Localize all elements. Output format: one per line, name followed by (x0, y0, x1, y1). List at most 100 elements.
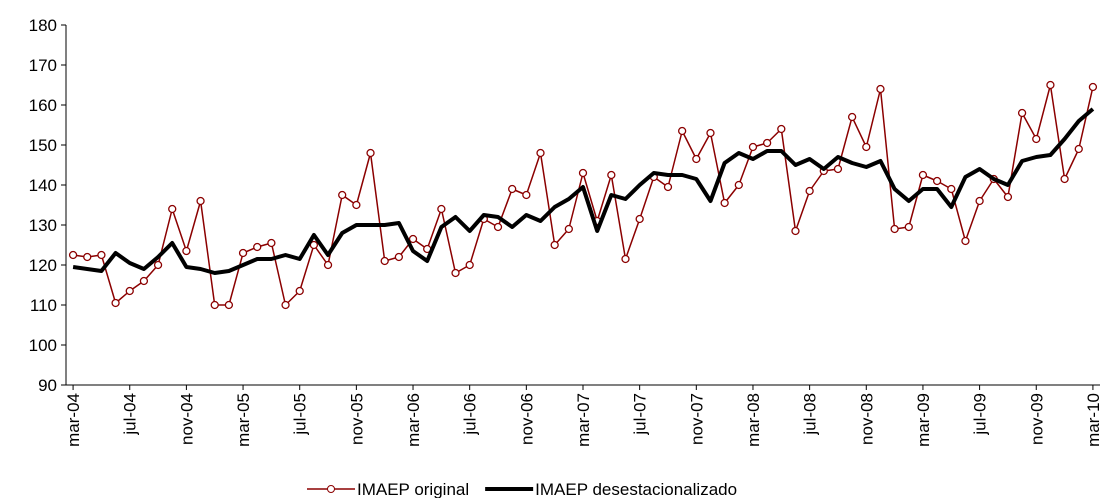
point (862, 142, 871, 152)
point (224, 300, 234, 310)
point (267, 238, 276, 248)
y-tick-label: 150 (29, 136, 57, 155)
point (238, 248, 248, 258)
point (621, 254, 630, 264)
point (366, 148, 375, 158)
point (550, 240, 559, 250)
point (352, 200, 361, 210)
point (748, 142, 758, 152)
point (578, 168, 588, 178)
y-tick-label: 140 (29, 176, 57, 195)
point (876, 84, 885, 94)
point (451, 268, 460, 278)
point (663, 182, 673, 192)
x-tick-label: mar-05 (234, 393, 253, 447)
legend-item: IMAEP desestacionalizado (485, 480, 737, 498)
point (720, 198, 729, 208)
point (68, 250, 78, 260)
point (692, 154, 701, 164)
y-tick-label: 90 (38, 376, 57, 395)
point (125, 286, 134, 296)
point (1074, 144, 1083, 154)
legend-label: IMAEP desestacionalizado (535, 480, 737, 498)
point (564, 224, 573, 234)
x-tick-label: mar-09 (914, 393, 933, 447)
point (975, 196, 984, 206)
point (536, 148, 545, 158)
y-tick-label: 170 (29, 56, 57, 75)
x-tick-label: nov-04 (177, 393, 196, 445)
point (1003, 192, 1013, 202)
point (139, 276, 149, 286)
point (323, 260, 333, 270)
point (309, 240, 319, 250)
x-tick-label: mar-08 (744, 393, 763, 447)
legend-label: IMAEP original (357, 480, 469, 498)
point (607, 170, 616, 180)
x-tick-label: mar-10 (1084, 393, 1102, 447)
y-tick-label: 120 (29, 256, 57, 275)
x-tick-label: nov-09 (1027, 393, 1046, 445)
point (508, 184, 517, 194)
point (408, 234, 418, 244)
x-tick-label: mar-06 (404, 393, 423, 447)
point (522, 190, 531, 200)
point (1088, 82, 1098, 92)
y-tick-label: 180 (29, 16, 57, 35)
point (805, 186, 814, 196)
point (678, 126, 687, 136)
y-tick-label: 160 (29, 96, 57, 115)
x-tick-label: nov-05 (347, 393, 366, 445)
x-tick-label: mar-07 (574, 393, 593, 447)
point (1032, 134, 1041, 144)
point (833, 164, 843, 174)
point (111, 298, 120, 308)
x-tick-label: jul-05 (291, 393, 310, 436)
x-tick-label: mar-04 (64, 393, 83, 447)
point (153, 260, 163, 270)
point (706, 128, 715, 138)
point (253, 242, 262, 252)
point (791, 226, 800, 236)
point (380, 256, 389, 266)
point (338, 190, 347, 200)
x-tick-label: jul-04 (121, 393, 140, 436)
point (847, 112, 857, 122)
legend-marker (327, 485, 335, 493)
x-tick-label: nov-08 (857, 393, 876, 445)
point (83, 252, 92, 262)
point (465, 260, 474, 270)
point (734, 180, 743, 190)
point (182, 246, 191, 256)
series-line (72, 107, 1095, 275)
point (762, 138, 772, 148)
point (394, 252, 404, 262)
x-tick-label: jul-09 (971, 393, 990, 436)
point (777, 124, 786, 134)
y-tick-label: 110 (30, 296, 57, 315)
point (1017, 108, 1027, 118)
point (961, 236, 970, 246)
x-tick-label: nov-07 (687, 393, 706, 445)
x-tick-label: jul-08 (801, 393, 820, 436)
point (890, 224, 899, 234)
point (295, 286, 304, 296)
x-tick-label: nov-06 (517, 393, 536, 445)
y-tick-label: 100 (29, 336, 57, 355)
point (281, 300, 290, 310)
point (196, 196, 205, 206)
x-tick-label: jul-06 (461, 393, 480, 436)
y-tick-label: 130 (29, 216, 57, 235)
point (635, 214, 644, 224)
point (918, 170, 928, 180)
point (904, 222, 913, 232)
point (1060, 174, 1069, 184)
point (1046, 80, 1055, 90)
point (437, 204, 446, 214)
point (168, 204, 177, 214)
point (493, 222, 503, 232)
x-tick-label: jul-07 (631, 393, 650, 436)
point (97, 250, 106, 260)
